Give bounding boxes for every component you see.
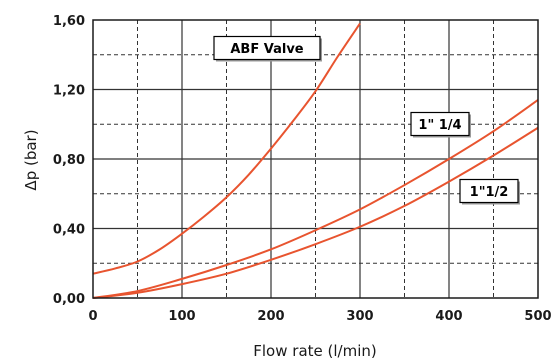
x-tick-label: 500 (524, 309, 551, 324)
y-tick-label: 1,60 (53, 14, 85, 29)
x-tick-label: 0 (88, 309, 97, 324)
series-annotations: ABF Valve 1" 1/4 1"1/2 (213, 35, 520, 205)
annotation-label: 1" 1/4 (418, 118, 461, 133)
series-annotation: 1" 1/4 (410, 111, 471, 138)
annotation-box (213, 35, 321, 61)
series-annotation: 1"1/2 (459, 178, 520, 205)
annotation-box (410, 111, 470, 137)
abf-valve-curve (92, 22, 361, 275)
x-tick-label: 300 (346, 309, 373, 324)
plot-frame (92, 19, 539, 299)
annotation-box (459, 178, 519, 204)
series-lines (92, 22, 539, 299)
x-tick-label: 200 (257, 309, 284, 324)
x-tick-label: 100 (168, 309, 195, 324)
y-tick-label: 1,20 (53, 84, 85, 99)
y-tick-label: 0,40 (53, 223, 85, 238)
y-tick-labels: 0,00 0,40 0,80 1,20 1,60 (53, 14, 85, 307)
annotation-label: ABF Valve (230, 42, 303, 57)
series-annotation: ABF Valve (213, 35, 322, 62)
y-axis-label: Δp (bar) (22, 129, 40, 190)
x-tick-label: 400 (435, 309, 462, 324)
y-tick-label: 0,00 (53, 292, 85, 307)
x-tick-labels: 0 100 200 300 400 500 (88, 309, 551, 324)
annotation-label: 1"1/2 (470, 185, 509, 200)
one-half-inch-curve (92, 126, 539, 299)
one-quarter-inch-curve (92, 99, 539, 299)
y-tick-label: 0,80 (53, 153, 85, 168)
x-axis-label: Flow rate (l/min) (253, 342, 376, 360)
